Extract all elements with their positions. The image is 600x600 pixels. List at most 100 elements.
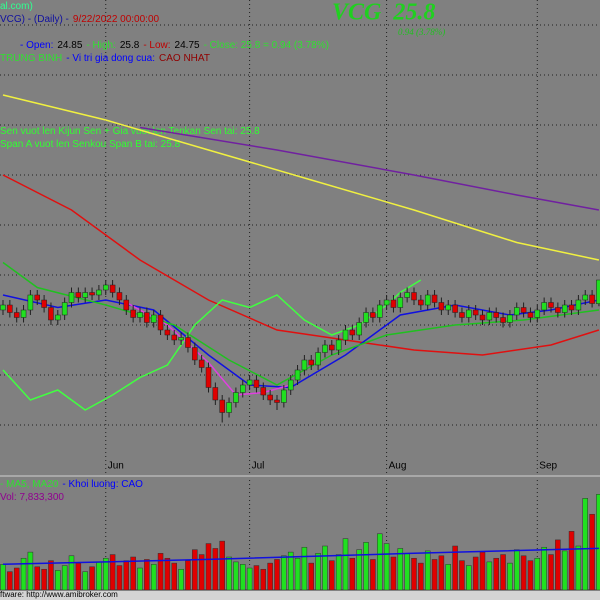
header-text: Span A vuot len Senkou Span B tai: 25.8 xyxy=(0,139,181,150)
candle-body xyxy=(260,387,267,396)
volume-bar xyxy=(287,551,294,591)
volume-header-text: - Khoi luong: CAO xyxy=(62,479,143,490)
header-text: - High: xyxy=(86,40,115,51)
volume-bar xyxy=(356,549,362,591)
volume-header-row: Vol: 7,833,300 xyxy=(0,492,64,503)
volume-bar xyxy=(157,553,164,591)
status-bar xyxy=(0,590,600,600)
candle-body xyxy=(75,292,82,298)
volume-bar xyxy=(445,564,451,591)
volume-bar xyxy=(294,557,301,591)
candle-body xyxy=(466,309,472,318)
candle-body xyxy=(287,379,294,391)
volume-bar xyxy=(7,571,13,591)
indicator-line xyxy=(2,261,599,386)
volume-bar xyxy=(411,557,417,591)
volume-bar xyxy=(520,555,527,591)
volume-bar xyxy=(575,545,582,591)
candle-body xyxy=(281,389,287,403)
candle-body xyxy=(144,312,150,323)
header-text: VCG) - (Daily) - xyxy=(0,14,69,25)
candle-body xyxy=(212,387,219,401)
volume-bar xyxy=(164,557,171,591)
candle-body xyxy=(377,304,383,318)
volume-bar xyxy=(253,565,260,591)
volume-bar xyxy=(61,565,68,591)
volume-bar xyxy=(500,554,506,591)
volume-bar xyxy=(48,560,54,591)
candle-body xyxy=(472,309,479,316)
volume-bar xyxy=(466,565,472,591)
x-tick-label: Jun xyxy=(108,461,124,472)
volume-bar xyxy=(150,564,157,591)
candle-body xyxy=(342,329,349,341)
volume-bar xyxy=(226,556,232,591)
candle-body xyxy=(322,344,328,353)
candle-body xyxy=(205,367,212,388)
volume-bar xyxy=(219,540,225,591)
candle-body xyxy=(68,292,75,303)
header-text: al.com) xyxy=(0,1,33,12)
candle-body xyxy=(424,294,431,306)
volume-bar xyxy=(68,555,75,591)
candle-body xyxy=(397,297,404,308)
volume-bar xyxy=(322,545,328,591)
indicator-line xyxy=(139,126,600,211)
candle-body xyxy=(233,392,239,403)
volume-bar xyxy=(527,560,534,591)
volume-bar xyxy=(205,543,212,591)
volume-bar xyxy=(486,561,493,591)
candle-body xyxy=(527,312,534,318)
candle-body xyxy=(438,302,445,311)
candle-body xyxy=(34,294,40,301)
candle-body xyxy=(178,337,184,341)
candle-body xyxy=(329,344,335,351)
header-text: - Open: xyxy=(20,40,53,51)
candle-body xyxy=(171,334,177,341)
volume-bar xyxy=(137,567,143,591)
volume-bar xyxy=(34,566,40,591)
candle-body xyxy=(335,339,342,351)
candle-body xyxy=(363,312,369,323)
candle-body xyxy=(493,312,499,318)
candle-body xyxy=(185,337,191,348)
volume-bar xyxy=(315,553,321,591)
candle-body xyxy=(164,329,171,336)
volume-bar xyxy=(431,559,438,591)
candle-body xyxy=(294,369,301,381)
volume-bar xyxy=(55,570,61,591)
volume-bar xyxy=(438,555,445,591)
header-row: TRUNG BINH - Vi tri gia dong cua: CAO NHAT xyxy=(0,53,210,64)
volume-bar xyxy=(82,571,88,591)
volume-bar xyxy=(260,568,267,591)
candle-body xyxy=(418,299,424,306)
volume-bar xyxy=(582,498,588,591)
candle-body xyxy=(452,304,458,313)
candle-body xyxy=(514,307,520,316)
candle-body xyxy=(150,314,157,323)
candle-body xyxy=(274,399,280,403)
candle-body xyxy=(240,384,246,393)
candle-body xyxy=(520,307,527,313)
candle-body xyxy=(219,399,225,413)
candle-body xyxy=(404,292,410,298)
candle-body xyxy=(308,359,314,366)
volume-bar xyxy=(459,560,465,591)
header-row: Sen vuot len Kijun Sen + Gia vuot len Te… xyxy=(0,126,260,137)
volume-bar xyxy=(424,550,431,591)
volume-bar xyxy=(75,562,82,591)
candle-body xyxy=(534,309,541,318)
chart-title: VCG 25.8 xyxy=(332,0,435,26)
x-tick-label: Aug xyxy=(389,461,407,472)
candle-body xyxy=(130,309,136,318)
volume-bar xyxy=(397,548,404,591)
volume-bar xyxy=(349,557,356,591)
candle-body xyxy=(27,294,34,311)
volume-bar xyxy=(198,554,205,591)
volume-bar xyxy=(596,494,600,591)
volume-header-text: Vol: 7,833,300 xyxy=(0,492,64,503)
candle-body xyxy=(596,279,600,304)
candle-body xyxy=(411,292,417,301)
volume-bar xyxy=(548,554,554,591)
